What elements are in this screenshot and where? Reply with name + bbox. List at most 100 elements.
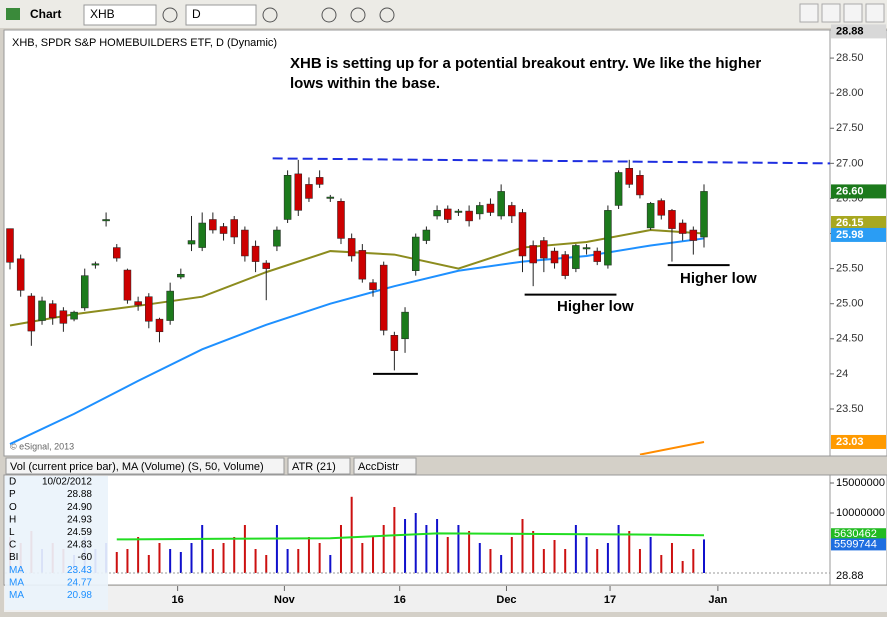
data-key: H <box>9 514 16 525</box>
volume-bar <box>265 555 268 573</box>
volume-bar <box>414 513 417 573</box>
candle-body <box>668 210 676 229</box>
volume-bar <box>649 537 652 573</box>
volume-bar <box>393 507 396 573</box>
volume-bar <box>564 549 567 573</box>
candle-body <box>59 310 68 324</box>
volume-bar <box>617 525 620 573</box>
candle-body <box>177 273 185 278</box>
price-plot <box>6 157 830 455</box>
symbol-box[interactable] <box>83 4 157 26</box>
y-tick-label: 28.50 <box>836 52 864 64</box>
window-button[interactable] <box>865 3 885 23</box>
price-axis <box>829 29 887 457</box>
volume-bar <box>553 540 556 573</box>
price-label-box <box>831 184 886 199</box>
candle-body <box>80 275 89 309</box>
candle-body <box>422 229 431 241</box>
candle-body <box>283 175 292 220</box>
volume-bar <box>404 519 407 573</box>
y-tick-label: 15000000 <box>836 477 885 489</box>
volume-bar <box>382 525 385 573</box>
data-window <box>5 476 108 610</box>
tool-icon[interactable] <box>321 7 337 23</box>
window-button[interactable] <box>821 3 841 23</box>
candle-body <box>326 196 335 199</box>
price-label: 28.88 <box>836 25 864 37</box>
tab[interactable] <box>5 457 285 475</box>
candle-body <box>433 210 441 217</box>
candle-body <box>529 245 537 264</box>
candle-body <box>113 247 121 259</box>
x-tick-label: Jan <box>708 594 727 606</box>
y-tick-label: 25.00 <box>836 298 864 310</box>
volume-bar <box>425 525 428 573</box>
tab[interactable] <box>353 457 417 475</box>
tool-icon[interactable] <box>379 7 395 23</box>
volume-bar <box>201 525 204 573</box>
candle-body <box>273 229 281 247</box>
data-value: 28.88 <box>67 489 92 500</box>
volume-bar <box>510 537 513 573</box>
volume-bar <box>521 519 524 573</box>
candle-body <box>241 229 249 257</box>
candle-body <box>454 210 463 213</box>
settings-icon[interactable] <box>162 7 178 23</box>
candle-body <box>337 200 345 239</box>
volume-bar <box>532 531 535 573</box>
volume-bar <box>158 543 161 573</box>
annotation: Higher low <box>557 298 634 315</box>
volume-bar <box>446 537 449 573</box>
date-axis <box>4 586 887 612</box>
candle-body <box>390 335 399 351</box>
volume-bar <box>137 537 140 573</box>
x-tick-label: 16 <box>394 594 406 606</box>
candle-body <box>262 262 270 269</box>
price-label-box <box>831 434 886 449</box>
copyright: © eSignal, 2013 <box>10 441 74 451</box>
candle-body <box>6 228 14 263</box>
volume-bar <box>307 537 310 573</box>
candle-body <box>550 250 559 264</box>
value-label: 5630462 <box>834 528 877 540</box>
volume-bar <box>681 561 684 573</box>
volume-bar <box>372 537 375 573</box>
candle-body <box>582 247 591 250</box>
volume-bar <box>542 549 545 573</box>
candle-body <box>678 222 687 234</box>
candle-body <box>497 191 505 217</box>
y-tick-label: 27.00 <box>836 157 864 169</box>
data-value: 24.90 <box>67 502 92 513</box>
interval-box[interactable] <box>185 4 257 26</box>
clock-icon[interactable] <box>262 7 278 23</box>
tab[interactable] <box>287 457 351 475</box>
candle-body <box>700 191 708 238</box>
chart-header: XHB, SPDR S&P HOMEBUILDERS ETF, D (Dynam… <box>12 37 277 49</box>
candle-body <box>315 177 324 185</box>
data-key: P <box>9 489 16 500</box>
volume-bar <box>190 543 193 573</box>
volume-bar <box>233 537 236 573</box>
volume-bar <box>361 543 364 573</box>
candle-body <box>358 250 367 280</box>
price-label: 25.98 <box>836 229 864 241</box>
tool-icon[interactable] <box>350 7 366 23</box>
x-tick-label: Dec <box>496 594 516 606</box>
candle-body <box>508 205 516 217</box>
volume-bar <box>596 549 599 573</box>
window-button[interactable] <box>799 3 819 23</box>
volume-bar <box>660 555 663 573</box>
data-value: 20.98 <box>67 590 92 601</box>
value-label-box <box>831 538 886 551</box>
candle-body <box>379 264 388 331</box>
data-key: MA <box>9 565 24 576</box>
candle-body <box>689 229 698 241</box>
candle-body <box>27 295 36 332</box>
window-button[interactable] <box>843 3 863 23</box>
volume-bar <box>243 525 246 573</box>
volume-bar <box>126 549 129 573</box>
candle-body <box>166 290 174 321</box>
candle-body <box>230 219 238 238</box>
data-value: 24.77 <box>67 577 92 588</box>
